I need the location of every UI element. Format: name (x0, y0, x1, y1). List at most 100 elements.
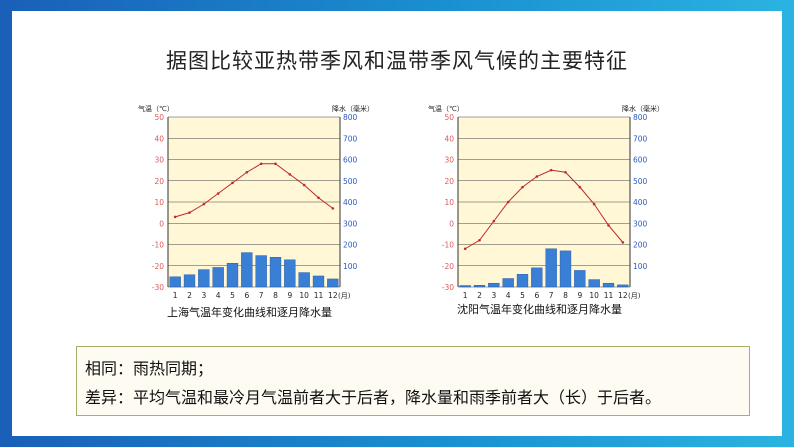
temperature-line (175, 163, 334, 218)
temp-tick-label: -30 (152, 283, 164, 292)
temp-tick-label: 20 (444, 177, 454, 186)
temperature-point (621, 241, 625, 244)
temp-tick-label: 10 (444, 198, 454, 207)
slide-title: 据图比较亚热带季风和温带季风气候的主要特征 (166, 49, 628, 73)
precip-axis-label: 降水（毫米） (332, 104, 374, 113)
month-tick-label: 7 (259, 291, 264, 300)
precip-tick-label: 200 (633, 241, 648, 250)
temperature-point (188, 211, 191, 214)
temp-axis-label: 气温（℃） (428, 104, 464, 113)
temperature-point (607, 224, 610, 227)
precip-bar (473, 285, 486, 288)
temperature-point (274, 162, 277, 166)
month-tick-label: 3 (491, 291, 496, 300)
shanghai-climate-chart: 气温（℃） 降水（毫米） 50 40 30 20 10 0 -10 -20 -30 800 700 600… (136, 99, 376, 304)
temp-tick-label: -30 (442, 283, 454, 292)
precip-tick-label: 700 (343, 134, 358, 143)
month-unit-label: (月) (628, 292, 641, 300)
precip-bar (516, 274, 529, 288)
shanghai-chart-caption: 上海气温年变化曲线和逐月降水量 (167, 306, 332, 319)
temperature-point (245, 170, 249, 174)
temperature-point (535, 175, 539, 178)
temperature-point (259, 162, 263, 166)
temperature-point (302, 183, 306, 187)
similarity-text: 相同：雨热同期； (85, 359, 214, 378)
difference-text: 差异：平均气温和最冷月气温前者大于后者，降水量和雨季前者大（长）于后者。 (85, 388, 662, 407)
temperature-point (564, 170, 567, 174)
month-tick-label: 1 (463, 291, 468, 300)
precip-tick-label: 700 (633, 134, 648, 143)
precip-tick-label: 600 (633, 156, 648, 165)
temperature-point (331, 207, 335, 210)
temp-tick-label: 0 (159, 219, 164, 228)
temp-tick-label: -20 (152, 262, 164, 271)
precip-tick-label: 500 (633, 177, 648, 186)
precip-bar (226, 262, 239, 288)
shenyang-chart-caption: 沈阳气温年变化曲线和逐月降水量 (457, 303, 622, 316)
temperature-point (549, 168, 553, 172)
precip-bar (169, 276, 181, 288)
temp-tick-label: -10 (152, 241, 164, 250)
temp-tick-label: 30 (444, 156, 454, 165)
precip-tick-label: 300 (633, 219, 648, 228)
temp-tick-label: 30 (154, 156, 164, 165)
precip-bar (241, 252, 253, 288)
month-tick-label: 4 (506, 291, 511, 300)
precip-tick-label: 400 (633, 198, 648, 207)
temperature-line (464, 169, 624, 250)
month-tick-label: 1 (173, 291, 178, 300)
precip-bar (488, 282, 500, 288)
month-tick-label: 11 (604, 291, 614, 300)
month-tick-label: 5 (520, 291, 525, 300)
precip-bar (198, 269, 210, 288)
month-tick-label: 5 (230, 291, 235, 300)
precip-bar (545, 248, 557, 288)
precip-bar (559, 250, 572, 288)
precip-tick-label: 300 (343, 219, 358, 228)
temp-axis-label: 气温（℃） (138, 104, 174, 113)
temp-tick-label: 50 (444, 113, 454, 122)
month-tick-label: 3 (201, 291, 206, 300)
temp-tick-label: 40 (444, 134, 454, 143)
precip-tick-label: 600 (343, 156, 358, 165)
precip-bar (269, 257, 282, 288)
temperature-point (463, 247, 467, 251)
temperature-point (478, 238, 481, 242)
month-tick-label: 2 (477, 291, 482, 300)
temp-tick-label: 10 (154, 198, 164, 207)
temperature-point (592, 202, 596, 206)
precip-bar (183, 274, 196, 288)
temperature-point (317, 196, 320, 200)
temp-tick-label: -20 (442, 262, 454, 271)
precip-bar (617, 284, 629, 288)
precip-bar (459, 285, 471, 288)
precip-bar (255, 255, 267, 288)
precip-bar (602, 282, 615, 288)
precip-tick-label: 100 (343, 262, 358, 271)
temp-tick-label: -10 (442, 241, 454, 250)
month-unit-label: (月) (338, 292, 351, 300)
precip-bar (531, 267, 543, 288)
temperature-point (173, 215, 177, 219)
precip-tick-label: 100 (633, 262, 648, 271)
temperature-point (202, 202, 206, 206)
precip-tick-label: 400 (343, 198, 358, 207)
temperature-point (578, 185, 582, 189)
temperature-point (288, 173, 292, 176)
temp-tick-label: 40 (154, 134, 164, 143)
month-tick-label: 6 (534, 291, 539, 300)
precip-axis-label: 降水（毫米） (622, 104, 664, 113)
month-tick-label: 2 (187, 291, 192, 300)
month-tick-label: 9 (287, 291, 292, 300)
month-tick-label: 6 (244, 291, 249, 300)
temp-tick-label: 50 (154, 113, 164, 122)
summary-box: 相同：雨热同期； 差异：平均气温和最冷月气温前者大于后者，降水量和雨季前者大（长… (76, 346, 750, 416)
month-tick-label: 8 (273, 291, 278, 300)
temp-tick-label: 0 (449, 219, 454, 228)
month-tick-label: 12 (328, 291, 338, 300)
temperature-point (521, 185, 524, 189)
precip-bar (588, 279, 600, 288)
precip-tick-label: 200 (343, 241, 358, 250)
temperature-point (492, 219, 496, 223)
